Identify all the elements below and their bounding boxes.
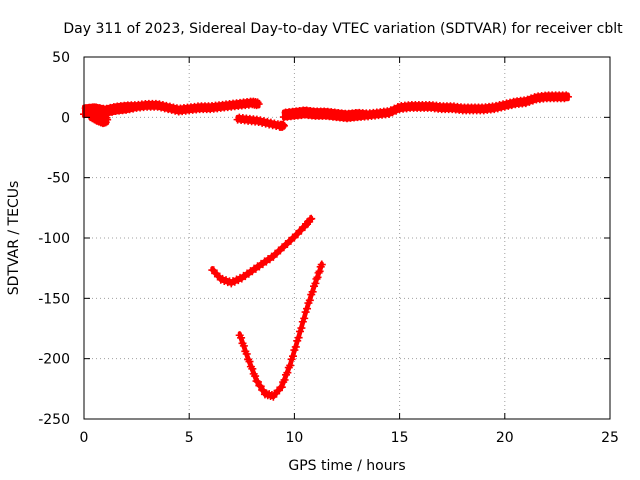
y-tick-label: 50 — [52, 50, 70, 66]
y-tick-label: -50 — [47, 171, 70, 187]
data-point — [265, 120, 274, 129]
y-axis-label: SDTVAR / TECUs — [6, 181, 22, 296]
x-tick-label: 20 — [496, 430, 514, 446]
data-point — [223, 278, 232, 287]
y-tick-label: -250 — [38, 412, 70, 428]
data-point — [528, 96, 537, 105]
data-point — [253, 98, 262, 107]
data-point — [525, 97, 534, 106]
data-point — [103, 115, 112, 124]
x-tick-label: 25 — [601, 430, 619, 446]
chart-title: Day 311 of 2023, Sidereal Day-to-day VTE… — [63, 21, 623, 37]
data-point — [248, 364, 257, 373]
data-point — [314, 268, 323, 277]
data-point — [392, 106, 401, 115]
data-point — [256, 382, 265, 391]
axis-ticks: 0 5 10 15 20 25 50 0 -50 -100 -150 -200 -250 — [38, 50, 619, 446]
series-2 — [233, 113, 288, 131]
data-point — [102, 104, 111, 113]
data-point — [291, 342, 300, 351]
data-point — [242, 349, 251, 358]
x-tick-label: 0 — [80, 430, 89, 446]
data-point — [303, 304, 312, 313]
data-point — [245, 357, 254, 366]
data-point — [297, 324, 306, 333]
data-point — [311, 279, 320, 288]
data-point — [315, 267, 324, 276]
data-point — [239, 341, 248, 350]
data-point — [253, 377, 262, 386]
data-point — [521, 99, 530, 108]
data-point — [268, 121, 277, 130]
data-point — [312, 274, 321, 283]
x-tick-label: 10 — [285, 430, 303, 446]
series-band — [210, 215, 314, 286]
data-point — [254, 118, 263, 127]
data-point — [562, 91, 571, 100]
x-tick-label: 5 — [185, 430, 194, 446]
series-4 — [208, 214, 316, 288]
data-point — [308, 287, 317, 296]
x-axis-label: GPS time / hours — [288, 458, 405, 474]
x-tick-label: 15 — [391, 430, 409, 446]
series-1 — [86, 109, 112, 128]
data-point — [283, 368, 292, 377]
data-point — [307, 214, 316, 223]
data-point — [563, 92, 572, 101]
data-point — [294, 333, 303, 342]
data-point — [272, 122, 281, 131]
data-marks — [80, 91, 572, 401]
y-tick-label: 0 — [61, 110, 70, 126]
data-point — [288, 352, 297, 361]
data-point — [385, 109, 394, 118]
data-point — [277, 383, 286, 392]
y-tick-label: -150 — [38, 291, 70, 307]
data-point — [313, 273, 322, 282]
data-point — [317, 260, 326, 269]
data-point — [280, 375, 289, 384]
data-point — [254, 100, 263, 109]
series-3 — [279, 91, 572, 123]
data-point — [300, 314, 309, 323]
data-point — [237, 333, 246, 342]
data-point — [258, 118, 267, 127]
series-band — [237, 261, 324, 400]
data-point — [388, 108, 397, 117]
data-point — [286, 361, 295, 370]
data-point — [251, 372, 260, 381]
data-point — [106, 103, 115, 112]
data-point — [305, 296, 314, 305]
series-5 — [235, 260, 326, 401]
data-point — [279, 121, 288, 130]
data-point — [108, 107, 117, 116]
y-tick-label: -100 — [38, 231, 70, 247]
data-point — [261, 119, 270, 128]
y-tick-label: -200 — [38, 352, 70, 368]
